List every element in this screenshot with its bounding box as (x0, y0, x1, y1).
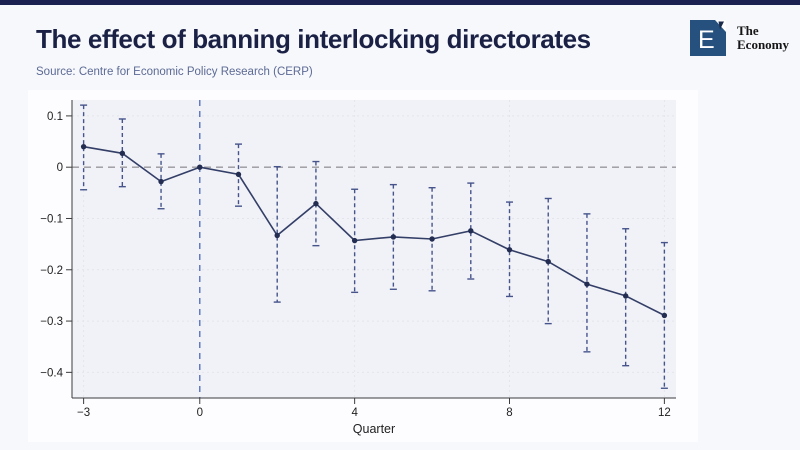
economy-logo-icon: E (690, 20, 726, 56)
data-point-marker (274, 232, 280, 239)
data-point-marker (80, 143, 87, 150)
chart-svg: 0.1 0 −0.1 −0.2 −0.3 −0.4 −3 0 4 8 12 Quarter (40, 100, 676, 436)
series-line (83, 145, 665, 317)
data-point-marker (119, 150, 126, 157)
data-point-marker (158, 178, 164, 185)
data-point-marker (468, 228, 474, 234)
publisher-name-line1: The (737, 23, 759, 38)
chart-figure: 0.1 0 −0.1 −0.2 −0.3 −0.4 −3 0 4 8 12 Quarter (28, 90, 698, 442)
data-point-marker (622, 293, 629, 299)
data-point-marker (390, 234, 397, 240)
publisher-name: The Economy (737, 24, 789, 52)
x-tick-label: 4 (351, 407, 358, 419)
x-tick-label: 8 (506, 407, 512, 419)
source-caption: Source: Centre for Economic Policy Resea… (36, 66, 313, 78)
y-tick-label: −0.1 (40, 213, 63, 225)
y-tick-label: −0.2 (40, 265, 63, 277)
y-tick-label: 0 (57, 162, 63, 174)
data-point-marker (429, 236, 435, 242)
x-tick-label: 0 (197, 407, 203, 419)
x-axis-title: Quarter (353, 422, 395, 436)
y-tick-label: 0.1 (47, 111, 63, 123)
plot-area (72, 100, 676, 398)
data-point-marker (235, 171, 242, 178)
brand-top-bar (0, 0, 800, 5)
data-point-marker (506, 247, 513, 253)
data-point-marker (545, 258, 551, 265)
data-point-marker (584, 281, 590, 287)
data-point-marker (661, 312, 668, 319)
data-point-marker (197, 164, 203, 170)
x-tick-label: 12 (658, 407, 671, 419)
data-point-marker (351, 237, 358, 244)
publisher-name-line2: Economy (737, 37, 789, 52)
y-tick-label: −0.3 (40, 316, 63, 328)
publisher-logo: E The Economy (690, 20, 789, 58)
x-tick-label: −3 (77, 407, 90, 419)
data-point-marker (313, 200, 319, 207)
y-tick-label: −0.4 (40, 367, 63, 379)
page-title: The effect of banning interlocking direc… (36, 24, 591, 54)
svg-text:E: E (698, 26, 715, 54)
